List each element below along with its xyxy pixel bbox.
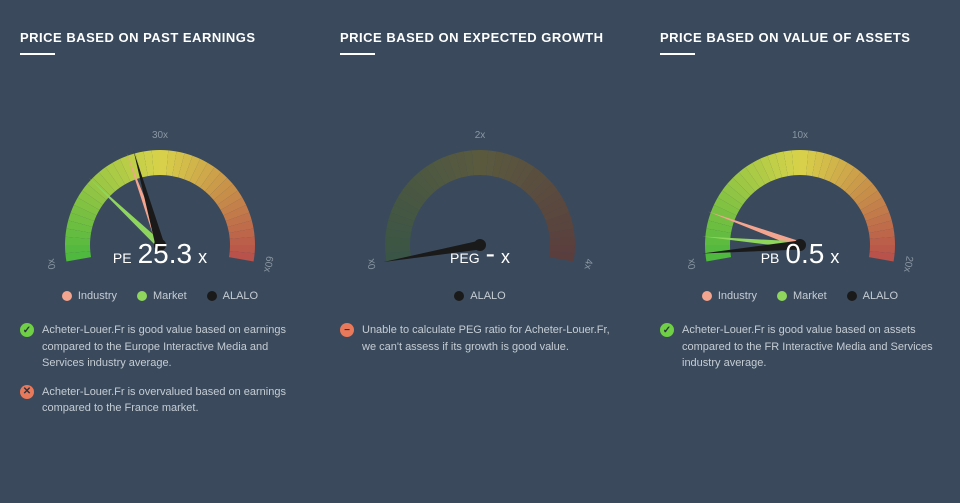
legend-item: Industry <box>702 290 757 302</box>
svg-text:60x: 60x <box>261 255 275 273</box>
cross-icon: ✕ <box>20 385 34 399</box>
legend-dot <box>847 291 857 301</box>
note: ✓ Acheter-Louer.Fr is good value based on… <box>660 322 940 372</box>
dashboard-container: PRICE BASED ON PAST EARNINGS 0x 30x 60x PE 25… <box>0 0 960 503</box>
note-text: Acheter-Louer.Fr is overvalued based on … <box>42 384 300 417</box>
metric-label: PEG <box>450 250 480 266</box>
svg-text:10x: 10x <box>792 130 808 141</box>
metric-value: 0.5 <box>785 238 824 270</box>
legend: Industry Market ALALO <box>660 290 940 302</box>
minus-icon: − <box>340 323 354 337</box>
gauge-value: PEG-x <box>450 238 510 270</box>
check-icon: ✓ <box>660 323 674 337</box>
legend: Industry Market ALALO <box>20 290 300 302</box>
svg-text:0x: 0x <box>686 258 699 270</box>
check-icon: ✓ <box>20 323 34 337</box>
note-text: Acheter-Louer.Fr is good value based on … <box>682 322 940 372</box>
legend-label: Industry <box>718 290 757 302</box>
gauge: 0x2x4xPEG-x <box>340 85 620 265</box>
legend-label: Market <box>153 290 187 302</box>
note-text: Unable to calculate PEG ratio for Achete… <box>362 322 620 355</box>
gauge-value: PB 0.5 x <box>761 238 840 270</box>
panel-title: PRICE BASED ON VALUE OF ASSETS <box>660 30 940 45</box>
legend-dot <box>777 291 787 301</box>
legend-dot <box>207 291 217 301</box>
legend-label: Market <box>793 290 827 302</box>
gauge-value: PE 25.3x <box>113 238 207 270</box>
svg-text:4x: 4x <box>582 258 595 270</box>
note: ✕ Acheter-Louer.Fr is overvalued based on… <box>20 384 300 417</box>
legend-dot <box>137 291 147 301</box>
panel-title: PRICE BASED ON PAST EARNINGS <box>20 30 300 45</box>
legend-dot <box>454 291 464 301</box>
notes: −Unable to calculate PEG ratio for Achet… <box>340 322 620 355</box>
legend-item: Industry <box>62 290 117 302</box>
note-text: Acheter-Louer.Fr is good value based on … <box>42 322 300 372</box>
legend-label: ALALO <box>223 290 258 302</box>
notes: ✓ Acheter-Louer.Fr is good value based on… <box>20 322 300 417</box>
metric-suffix: x <box>198 247 207 268</box>
note: −Unable to calculate PEG ratio for Achet… <box>340 322 620 355</box>
legend: ALALO <box>340 290 620 302</box>
metric-suffix: x <box>830 247 839 268</box>
svg-text:20x: 20x <box>901 255 915 273</box>
legend-dot <box>702 291 712 301</box>
note: ✓ Acheter-Louer.Fr is good value based on… <box>20 322 300 372</box>
svg-text:2x: 2x <box>475 130 486 141</box>
metric-label: PB <box>761 250 780 266</box>
valuation-panel: PRICE BASED ON VALUE OF ASSETS 0x 10x 20x PB… <box>640 0 960 503</box>
legend-item: ALALO <box>454 290 505 302</box>
gauge: 0x10x20xPB0.5x <box>660 85 940 265</box>
metric-suffix: x <box>501 247 510 268</box>
legend-item: Market <box>777 290 827 302</box>
legend-item: ALALO <box>847 290 898 302</box>
legend-dot <box>62 291 72 301</box>
legend-item: ALALO <box>207 290 258 302</box>
notes: ✓ Acheter-Louer.Fr is good value based on… <box>660 322 940 372</box>
panel-title: PRICE BASED ON EXPECTED GROWTH <box>340 30 620 45</box>
title-underline <box>340 53 375 55</box>
legend-label: ALALO <box>863 290 898 302</box>
legend-item: Market <box>137 290 187 302</box>
valuation-panel: PRICE BASED ON EXPECTED GROWTH 0x 2x 4x PEG-… <box>320 0 640 503</box>
metric-value: 25.3 <box>138 238 193 270</box>
gauge: 0x30x60xPE25.3x <box>20 85 300 265</box>
legend-label: Industry <box>78 290 117 302</box>
title-underline <box>660 53 695 55</box>
metric-label: PE <box>113 250 132 266</box>
metric-value: - <box>486 238 495 270</box>
legend-label: ALALO <box>470 290 505 302</box>
svg-text:0x: 0x <box>366 258 379 270</box>
valuation-panel: PRICE BASED ON PAST EARNINGS 0x 30x 60x PE 25… <box>0 0 320 503</box>
title-underline <box>20 53 55 55</box>
svg-text:0x: 0x <box>46 258 59 270</box>
svg-text:30x: 30x <box>152 130 168 141</box>
